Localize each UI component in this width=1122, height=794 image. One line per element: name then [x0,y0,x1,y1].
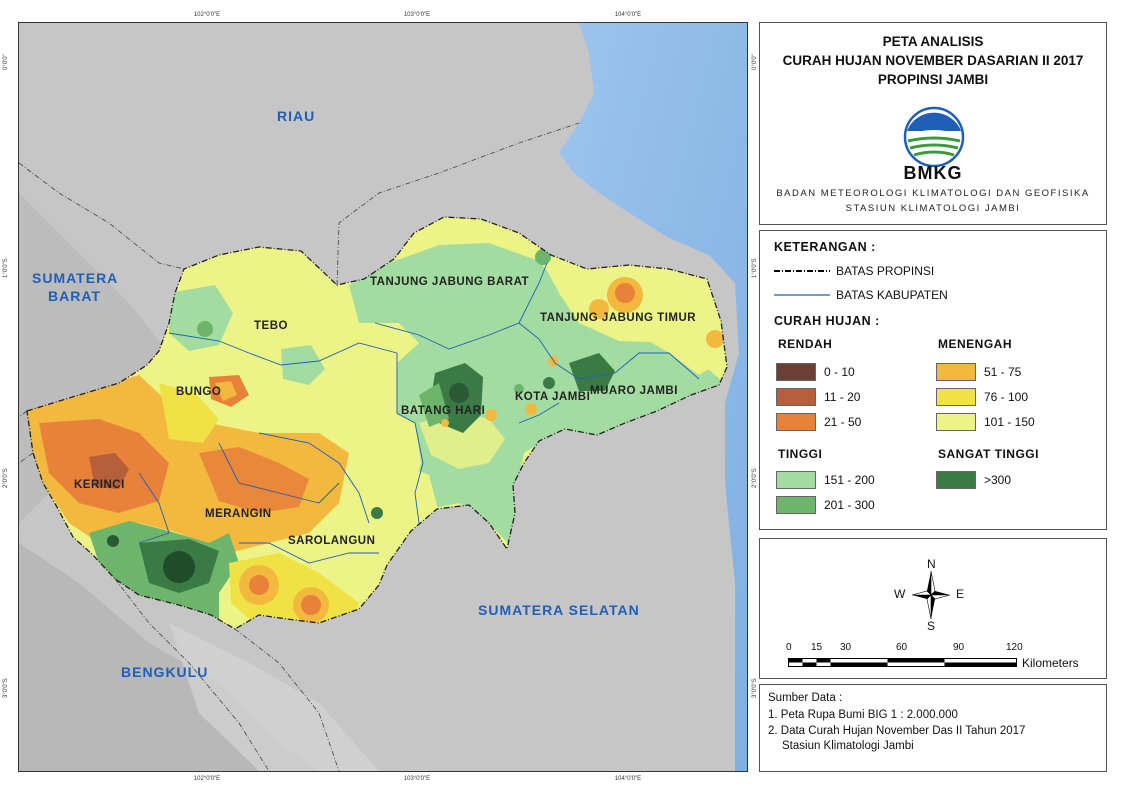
rainfall-heading: CURAH HUJAN : [774,314,880,328]
compass-n: N [927,557,936,571]
lon-tick-bottom-1: 102°0'0"E [193,776,221,782]
scale-tick-120: 120 [1006,642,1023,653]
label-tanjab-timur: TANJUNG JABUNG TIMUR [540,312,697,324]
lon-tick-top-2: 103°0'0"E [403,12,431,18]
lon-tick-bottom-3: 104°0'0"E [614,776,642,782]
kabupaten-boundaries [138,262,700,564]
legend-panel: KETERANGAN : BATAS PROPINSI BATAS KABUPA… [759,230,1107,530]
class-51-75: 51 - 75 [984,365,1022,379]
swatch-21-50 [776,413,816,431]
lat-tick-left-1: 0°0'0" [3,54,9,70]
map-title-line2: CURAH HUJAN NOVEMBER DASARIAN II 2017 [782,53,1084,68]
title-panel: PETA ANALISIS CURAH HUJAN NOVEMBER DASAR… [759,22,1107,225]
class-101-150: 101 - 150 [984,415,1035,429]
lat-tick-right-1: 0°0'0" [752,54,758,70]
lat-tick-right-4: 3°0'0"S [752,678,758,698]
compass-e: E [956,587,965,601]
lat-tick-right-3: 2°0'0"S [752,468,758,488]
label-muaro-jambi: MUARO JAMBI [590,385,678,397]
source-item-3: Stasiun Klimatologi Jambi [782,740,914,752]
swatch-101-150 [936,413,976,431]
orientation-panel: N S E W 0 15 30 60 90 120 Kilometers [759,538,1107,679]
lon-tick-bottom-2: 103°0'0"E [403,776,431,782]
rainfall-map[interactable] [19,23,747,771]
swatch-11-20 [776,388,816,406]
bmkg-wordmark: BMKG [903,163,963,183]
lon-tick-top-1: 102°0'0"E [193,12,221,18]
source-panel: Sumber Data : 1. Peta Rupa Bumi BIG 1 : … [759,684,1107,772]
label-batang-hari: BATANG HARI [401,405,486,417]
agency-name-line2: STASIUN KLIMATOLOGI JAMBI [845,203,1021,214]
map-title-line3: PROPINSI JAMBI [877,72,989,87]
group-rendah: RENDAH [778,337,833,351]
swatch-over-300 [936,471,976,489]
class-0-10: 0 - 10 [824,365,855,379]
scale-tick-30: 30 [840,642,852,653]
north-arrow-icon [911,570,951,620]
neighbor-boundaries [19,122,580,771]
label-sumbar-line2: BARAT [48,288,101,304]
source-item-2: 2. Data Curah Hujan November Das II Tahu… [768,725,1026,737]
label-riau: RIAU [277,108,316,124]
scale-tick-15: 15 [811,642,823,653]
label-sarolangun: SAROLANGUN [288,535,376,547]
class-201-300: 201 - 300 [824,498,875,512]
map-frame[interactable] [18,22,748,772]
class-11-20: 11 - 20 [824,390,861,404]
label-sumsel: SUMATERA SELATAN [478,602,640,618]
class-76-100: 76 - 100 [984,390,1029,404]
source-item-1: 1. Peta Rupa Bumi BIG 1 : 2.000.000 [768,709,958,721]
sea-area [559,23,747,771]
label-tebo: TEBO [254,320,288,332]
swatch-76-100 [936,388,976,406]
lat-tick-left-4: 3°0'0"S [3,678,9,698]
label-kerinci: KERINCI [74,479,125,491]
regency-boundary-symbol [774,294,830,296]
swatch-151-200 [776,471,816,489]
scale-tick-0: 0 [786,642,792,653]
lon-tick-top-3: 104°0'0"E [614,12,642,18]
label-merangin: MERANGIN [205,508,272,520]
lat-tick-right-2: 1°0'0"S [752,258,758,278]
compass-s: S [927,619,936,633]
group-sangat-tinggi: SANGAT TINGGI [938,447,1039,461]
scale-bar [788,658,1017,667]
class-over-300: >300 [984,473,1012,487]
compass-w: W [894,587,906,601]
label-kota-jambi: KOTA JAMBI [515,391,591,403]
swatch-51-75 [936,363,976,381]
scale-tick-60: 60 [896,642,908,653]
label-sumbar-line1: SUMATERA [32,270,119,286]
province-boundary [26,216,728,630]
legend-province-boundary: BATAS PROPINSI [836,264,935,278]
class-21-50: 21 - 50 [824,415,862,429]
lat-tick-left-3: 2°0'0"S [3,468,9,488]
legend-regency-boundary: BATAS KABUPATEN [836,288,948,302]
agency-name-line1: BADAN METEOROLOGI KLIMATOLOGI DAN GEOFIS… [776,188,1090,199]
source-heading: Sumber Data : [768,692,843,704]
lat-tick-left-2: 1°0'0"S [3,258,9,278]
label-bengkulu: BENGKULU [121,664,209,680]
bmkg-logo-icon [903,106,965,168]
scale-unit: Kilometers [1022,656,1079,670]
swatch-0-10 [776,363,816,381]
scale-tick-90: 90 [953,642,965,653]
label-bungo: BUNGO [176,386,222,398]
swatch-201-300 [776,496,816,514]
group-menengah: MENENGAH [938,337,1013,351]
map-title-line1: PETA ANALISIS [882,34,984,49]
class-151-200: 151 - 200 [824,473,875,487]
province-boundary-symbol [774,270,830,272]
legend-heading: KETERANGAN : [774,240,876,254]
label-tanjab-barat: TANJUNG JABUNG BARAT [370,276,530,288]
group-tinggi: TINGGI [778,447,823,461]
